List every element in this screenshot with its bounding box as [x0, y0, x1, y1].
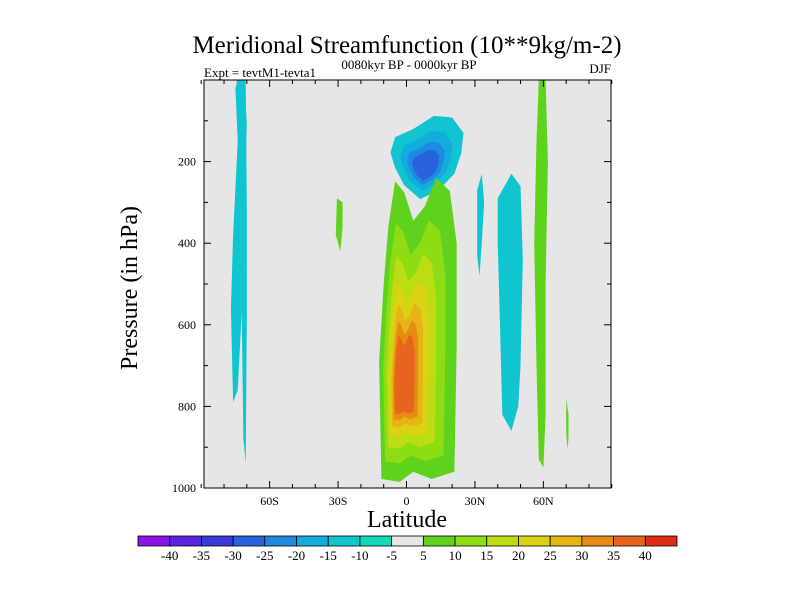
northern-polar-strip	[534, 80, 548, 468]
colorbar-label: -20	[288, 548, 305, 563]
southern-midlat-blob	[335, 198, 343, 252]
southern-polar-strip-inner	[236, 80, 247, 464]
upper-cell-level-m20	[412, 149, 440, 181]
colorbar-swatch	[391, 535, 424, 547]
colorbar-label: -25	[256, 548, 273, 563]
y-tick-label: 800	[178, 399, 196, 413]
time-range-label: 0080kyr BP - 0000kyr BP	[341, 57, 476, 72]
colorbar-swatch	[644, 535, 678, 547]
colorbar-swatch	[454, 535, 488, 547]
y-tick-label: 200	[178, 155, 196, 169]
colorbar-label: 30	[575, 548, 588, 563]
colorbar-label: -10	[351, 548, 368, 563]
plot-area: 60S 30S 0 30N 60N 200 400 600 800 1000	[172, 79, 613, 508]
colorbar-swatch	[486, 535, 519, 547]
colorbar-swatch	[549, 535, 583, 547]
colorbar-label: -15	[320, 548, 337, 563]
x-tick-label: 60N	[533, 494, 554, 508]
colorbar-label: 35	[607, 548, 620, 563]
colorbar-swatch	[518, 535, 551, 547]
colorbar-swatch	[359, 535, 393, 547]
experiment-label: Expt = tevtM1-tevta1	[204, 65, 316, 80]
northern-blob-2	[497, 173, 523, 431]
x-axis-label: Latitude	[367, 507, 447, 533]
x-tick-label: 30S	[329, 494, 348, 508]
x-tick-label: 60S	[260, 494, 279, 508]
season-label: DJF	[589, 61, 611, 76]
colorbar-label: 10	[449, 548, 462, 563]
colorbar-swatch	[169, 535, 202, 547]
colorbar-swatch	[422, 535, 456, 547]
colorbar-swatch	[137, 535, 171, 547]
colorbar-swatch	[296, 535, 329, 547]
colorbar-label: 5	[420, 548, 427, 563]
northern-blob-1	[477, 173, 485, 276]
colorbar-swatch	[613, 535, 646, 547]
y-axis-label: Pressure (in hPa)	[117, 206, 143, 370]
x-tick-label: 0	[404, 494, 410, 508]
colorbar-label: -35	[193, 548, 210, 563]
colorbar-label: -30	[224, 548, 241, 563]
colorbar-label: 15	[480, 548, 493, 563]
contour-fields	[230, 80, 569, 482]
colorbar-swatch	[232, 535, 266, 547]
y-tick-label: 400	[178, 236, 196, 250]
colorbar-swatch	[264, 535, 297, 547]
colorbar-swatch	[581, 535, 614, 547]
colorbar-label: 40	[639, 548, 652, 563]
colorbar: -40 -35 -30 -25 -20 -15 -10 -5 5 10 15 20 25 30 35 40	[137, 535, 678, 563]
colorbar-label: -5	[386, 548, 397, 563]
colorbar-label: 20	[512, 548, 525, 563]
x-tick-label: 30N	[465, 494, 486, 508]
y-axis-ticks: 200 400 600 800 1000	[172, 120, 611, 495]
colorbar-swatch	[201, 535, 234, 547]
colorbar-swatch	[327, 535, 361, 547]
y-tick-label: 1000	[172, 481, 196, 495]
main-cell-level-35	[394, 334, 415, 415]
colorbar-label: -40	[161, 548, 178, 563]
x-axis-ticks: 60S 30S 0 30N 60N	[200, 80, 613, 508]
colorbar-label: 25	[544, 548, 557, 563]
chart-title: Meridional Streamfunction (10**9kg/m-2)	[192, 32, 621, 59]
northern-high-lat-blob	[566, 398, 569, 450]
y-tick-label: 600	[178, 318, 196, 332]
